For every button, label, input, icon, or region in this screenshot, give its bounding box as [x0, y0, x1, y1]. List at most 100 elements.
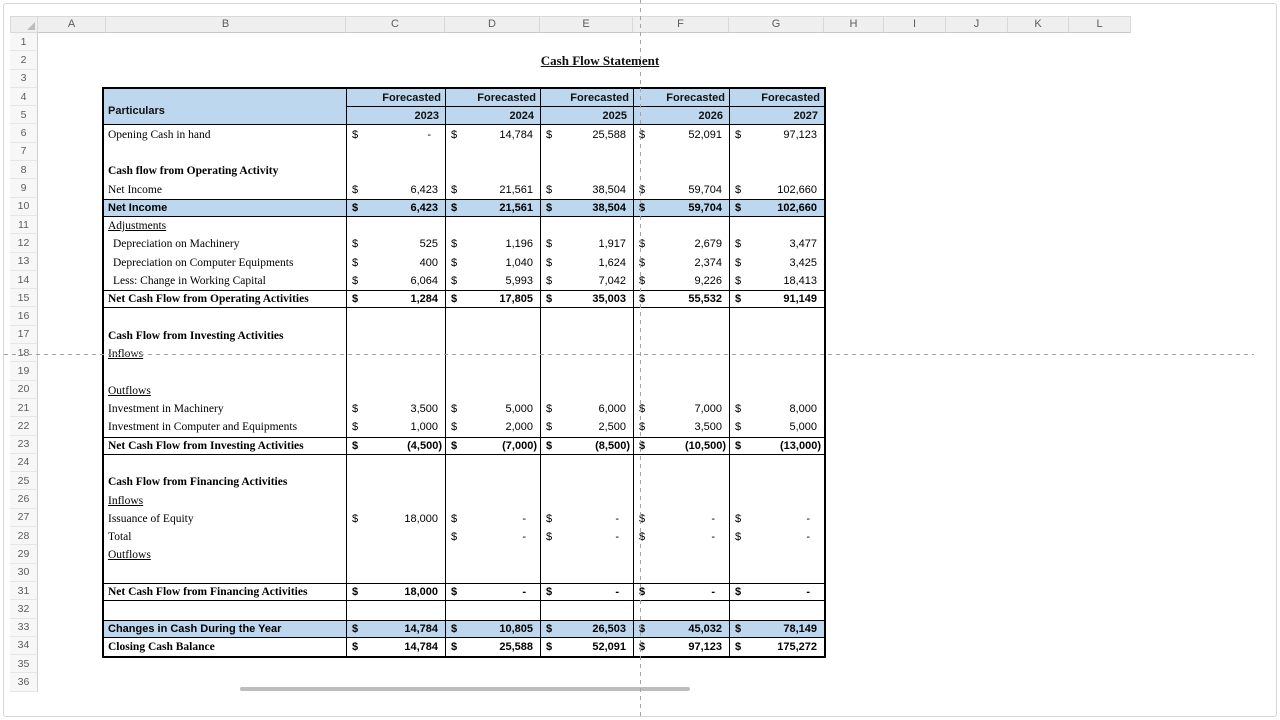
cell-particulars-r17[interactable]: Cash Flow from Investing Activities — [104, 327, 346, 345]
cell-value-r32-2026[interactable] — [633, 601, 729, 620]
cell-value-r8-2026[interactable] — [633, 162, 729, 181]
cell-value-r14-2027[interactable]: $18,413 — [729, 271, 824, 291]
cell-particulars-r28[interactable]: Total — [104, 528, 346, 546]
cell-value-r19-2025[interactable] — [540, 363, 633, 382]
cell-value-r25-2025[interactable] — [540, 473, 633, 492]
cell-value-r12-2025[interactable]: $1,917 — [540, 235, 633, 254]
cell-value-r9-2027[interactable]: $102,660 — [729, 180, 824, 199]
cell-value-r33-2026[interactable]: $45,032 — [633, 620, 729, 637]
cell-value-r13-2024[interactable]: $1,040 — [445, 253, 540, 272]
cell-value-r26-2023[interactable] — [346, 491, 445, 510]
forecast-label-cell[interactable]: Forecasted — [446, 89, 540, 108]
row-header-12[interactable]: 12 — [10, 234, 38, 253]
cell-value-r31-2026[interactable]: $ - — [633, 583, 729, 601]
cell-particulars-r21[interactable]: Investment in Machinery — [104, 400, 346, 418]
row-header-35[interactable]: 35 — [10, 655, 38, 674]
cell-value-r22-2026[interactable]: $3,500 — [633, 418, 729, 437]
cell-value-r19-2026[interactable] — [633, 363, 729, 382]
row-header-29[interactable]: 29 — [10, 545, 38, 564]
row-header-17[interactable]: 17 — [10, 325, 38, 345]
cell-value-r16-2027[interactable] — [729, 308, 824, 327]
forecast-label-cell[interactable]: Forecasted — [730, 89, 824, 108]
cell-particulars-r29[interactable]: Outflows — [104, 546, 346, 564]
row-header-19[interactable]: 19 — [10, 362, 38, 381]
cell-particulars-r6[interactable]: Opening Cash in hand — [104, 125, 346, 143]
row-header-27[interactable]: 27 — [10, 508, 38, 528]
forecast-label-cell[interactable]: Forecasted — [634, 89, 729, 108]
column-header-K[interactable]: K — [1008, 16, 1069, 33]
cell-value-r27-2025[interactable]: $ - — [540, 509, 633, 529]
cell-value-r26-2024[interactable] — [445, 491, 540, 510]
cell-value-r29-2026[interactable] — [633, 546, 729, 565]
cell-particulars-r8[interactable]: Cash flow from Operating Activity — [104, 162, 346, 180]
cell-particulars-r9[interactable]: Net Income — [104, 180, 346, 198]
cell-value-r15-2026[interactable]: $55,532 — [633, 291, 729, 308]
cell-value-r27-2027[interactable]: $ - — [729, 509, 824, 529]
cell-value-r28-2026[interactable]: $ - — [633, 528, 729, 547]
cell-value-r10-2027[interactable]: $102,660 — [729, 199, 824, 216]
cell-value-r30-2024[interactable] — [445, 564, 540, 583]
row-header-30[interactable]: 30 — [10, 563, 38, 582]
cell-particulars-r16[interactable] — [104, 308, 346, 326]
cell-particulars-r7[interactable] — [104, 144, 346, 162]
row-header-34[interactable]: 34 — [10, 636, 38, 656]
cell-value-r8-2023[interactable] — [346, 162, 445, 181]
row-header-22[interactable]: 22 — [10, 417, 38, 436]
column-header-J[interactable]: J — [946, 16, 1008, 33]
year-cell-2023[interactable]: 2023 — [414, 109, 439, 122]
cell-value-r13-2025[interactable]: $1,624 — [540, 253, 633, 272]
row-header-23[interactable]: 23 — [10, 435, 38, 454]
cell-value-r29-2023[interactable] — [346, 546, 445, 565]
cell-value-r20-2026[interactable] — [633, 381, 729, 400]
cell-value-r7-2026[interactable] — [633, 143, 729, 163]
cell-value-r17-2026[interactable] — [633, 326, 729, 346]
cell-particulars-r23[interactable]: Net Cash Flow from Investing Activities — [104, 438, 346, 454]
cell-value-r24-2023[interactable] — [346, 454, 445, 474]
cell-value-r9-2026[interactable]: $59,704 — [633, 180, 729, 199]
cell-value-r22-2023[interactable]: $1,000 — [346, 418, 445, 437]
cell-value-r7-2023[interactable] — [346, 143, 445, 163]
row-header-10[interactable]: 10 — [10, 197, 38, 216]
cell-value-r11-2027[interactable] — [729, 216, 824, 236]
cell-particulars-r22[interactable]: Investment in Computer and Equipments — [104, 418, 346, 436]
cell-particulars-r32[interactable] — [104, 601, 346, 619]
cell-value-r28-2025[interactable]: $ - — [540, 528, 633, 547]
row-header-24[interactable]: 24 — [10, 453, 38, 473]
cell-particulars-r13[interactable]: Depreciation on Computer Equipments — [104, 254, 346, 272]
row-header-28[interactable]: 28 — [10, 527, 38, 546]
column-header-A[interactable]: A — [38, 16, 106, 33]
cell-value-r25-2024[interactable] — [445, 473, 540, 492]
cell-value-r21-2025[interactable]: $6,000 — [540, 399, 633, 419]
cell-value-r10-2023[interactable]: $6,423 — [346, 199, 445, 216]
cell-value-r9-2024[interactable]: $21,561 — [445, 180, 540, 199]
cell-value-r12-2027[interactable]: $3,477 — [729, 235, 824, 254]
cell-value-r30-2027[interactable] — [729, 564, 824, 583]
cell-value-r12-2026[interactable]: $2,679 — [633, 235, 729, 254]
cell-value-r14-2024[interactable]: $5,993 — [445, 271, 540, 291]
cell-value-r28-2027[interactable]: $ - — [729, 528, 824, 547]
column-header-E[interactable]: E — [540, 16, 633, 33]
cell-particulars-r24[interactable] — [104, 455, 346, 473]
row-header-7[interactable]: 7 — [10, 142, 38, 162]
cell-particulars-r12[interactable]: Depreciation on Machinery — [104, 235, 346, 253]
cell-particulars-r15[interactable]: Net Cash Flow from Operating Activities — [104, 291, 346, 307]
cell-value-r8-2027[interactable] — [729, 162, 824, 181]
cell-value-r29-2025[interactable] — [540, 546, 633, 565]
cell-value-r31-2027[interactable]: $ - — [729, 583, 824, 601]
cell-particulars-r19[interactable] — [104, 363, 346, 381]
cell-value-r34-2026[interactable]: $97,123 — [633, 637, 729, 657]
cell-value-r33-2027[interactable]: $78,149 — [729, 620, 824, 637]
cell-value-r16-2024[interactable] — [445, 308, 540, 327]
row-header-2[interactable]: 2 — [10, 51, 38, 70]
cell-value-r12-2023[interactable]: $525 — [346, 235, 445, 254]
cell-value-r32-2023[interactable] — [346, 601, 445, 620]
cell-value-r20-2023[interactable] — [346, 381, 445, 400]
row-header-13[interactable]: 13 — [10, 252, 38, 271]
cell-value-r17-2027[interactable] — [729, 326, 824, 346]
cell-value-r24-2026[interactable] — [633, 454, 729, 474]
cell-particulars-r27[interactable]: Issuance of Equity — [104, 510, 346, 528]
sheet-title-cell[interactable]: Cash Flow Statement — [540, 53, 660, 69]
cell-value-r26-2026[interactable] — [633, 491, 729, 510]
cell-value-r28-2024[interactable]: $ - — [445, 528, 540, 547]
row-header-25[interactable]: 25 — [10, 472, 38, 491]
